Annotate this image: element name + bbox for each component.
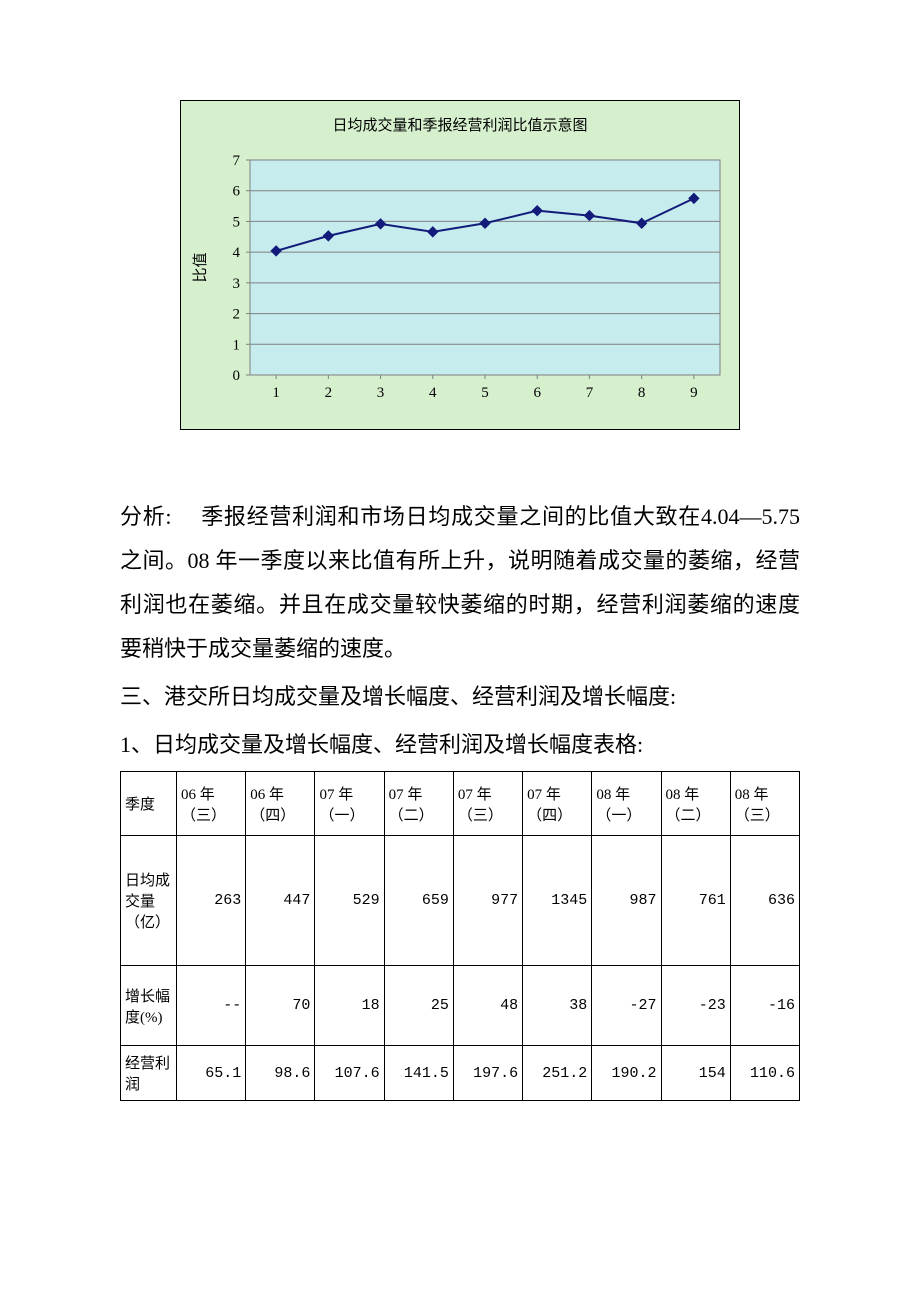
section-3-heading: 三、港交所日均成交量及增长幅度、经营利润及增长幅度: <box>120 675 800 719</box>
svg-text:4: 4 <box>233 245 241 261</box>
table-cell: 154 <box>661 1046 730 1101</box>
table-col-header: 07 年（二） <box>384 772 453 836</box>
svg-text:7: 7 <box>233 153 241 169</box>
svg-text:6: 6 <box>233 184 241 200</box>
table-cell: 98.6 <box>246 1046 315 1101</box>
table-cell: 251.2 <box>523 1046 592 1101</box>
analysis-body: 季报经营利润和市场日均成交量之间的比值大致在4.04—5.75 之间。08 年一… <box>120 504 800 661</box>
svg-text:0: 0 <box>233 368 241 384</box>
table-cell: 141.5 <box>384 1046 453 1101</box>
svg-text:9: 9 <box>690 385 698 401</box>
table-corner: 季度 <box>121 772 177 836</box>
table-row-header: 经营利润 <box>121 1046 177 1101</box>
svg-text:8: 8 <box>638 385 646 401</box>
table-cell: 263 <box>177 836 246 966</box>
table-cell: 977 <box>453 836 522 966</box>
svg-text:1: 1 <box>272 385 280 401</box>
table-cell: 190.2 <box>592 1046 661 1101</box>
table-cell: 529 <box>315 836 384 966</box>
table-row-header: 增长幅度(%) <box>121 966 177 1046</box>
svg-text:2: 2 <box>325 385 333 401</box>
table-row-header: 日均成交量（亿） <box>121 836 177 966</box>
svg-text:5: 5 <box>481 385 489 401</box>
table-cell: 65.1 <box>177 1046 246 1101</box>
svg-text:3: 3 <box>377 385 385 401</box>
svg-text:日均成交量和季报经营利润比值示意图: 日均成交量和季报经营利润比值示意图 <box>332 116 587 134</box>
table-col-header: 08 年（一） <box>592 772 661 836</box>
ratio-chart: 日均成交量和季报经营利润比值示意图 0 1 2 3 4 5 6 7 1 2 3 4 5 6 7 8 9 比值 <box>180 100 740 435</box>
svg-text:4: 4 <box>429 385 437 401</box>
table-cell: 107.6 <box>315 1046 384 1101</box>
table-cell: 70 <box>246 966 315 1046</box>
table-row: 经营利润65.198.6107.6141.5197.6251.2190.2154… <box>121 1046 800 1101</box>
analysis-paragraph: 分析: 季报经营利润和市场日均成交量之间的比值大致在4.04—5.75 之间。0… <box>120 495 800 671</box>
table-row: 日均成交量（亿）2634475296599771345987761636 <box>121 836 800 966</box>
svg-text:1: 1 <box>233 337 241 353</box>
svg-text:2: 2 <box>233 307 241 323</box>
table-cell: 1345 <box>523 836 592 966</box>
table-cell: -27 <box>592 966 661 1046</box>
growth-table: 季度06 年（三）06 年（四）07 年（一）07 年（二）07 年（三）07 … <box>120 771 800 1101</box>
table-cell: 48 <box>453 966 522 1046</box>
ratio-chart-svg: 日均成交量和季报经营利润比值示意图 0 1 2 3 4 5 6 7 1 2 3 4 5 6 7 8 9 比值 <box>180 100 740 430</box>
table-cell: 18 <box>315 966 384 1046</box>
analysis-label: 分析: <box>120 504 172 529</box>
table-cell: 25 <box>384 966 453 1046</box>
table-col-header: 07 年（三） <box>453 772 522 836</box>
table-col-header: 07 年（一） <box>315 772 384 836</box>
table-cell: 38 <box>523 966 592 1046</box>
table-col-header: 08 年（三） <box>730 772 799 836</box>
table-cell: -23 <box>661 966 730 1046</box>
table-col-header: 08 年（二） <box>661 772 730 836</box>
table-cell: -16 <box>730 966 799 1046</box>
table-col-header: 06 年（四） <box>246 772 315 836</box>
table-cell: 761 <box>661 836 730 966</box>
table-cell: 987 <box>592 836 661 966</box>
svg-text:3: 3 <box>233 276 241 292</box>
svg-text:7: 7 <box>586 385 594 401</box>
table-cell: -- <box>177 966 246 1046</box>
svg-text:比值: 比值 <box>192 252 209 282</box>
table-cell: 659 <box>384 836 453 966</box>
table-col-header: 07 年（四） <box>523 772 592 836</box>
svg-text:5: 5 <box>233 214 241 230</box>
table-col-header: 06 年（三） <box>177 772 246 836</box>
table-cell: 636 <box>730 836 799 966</box>
section-3-1-heading: 1、日均成交量及增长幅度、经营利润及增长幅度表格: <box>120 723 800 767</box>
table-cell: 197.6 <box>453 1046 522 1101</box>
table-cell: 110.6 <box>730 1046 799 1101</box>
table-row: 增长幅度(%)--7018254838-27-23-16 <box>121 966 800 1046</box>
table-cell: 447 <box>246 836 315 966</box>
svg-text:6: 6 <box>533 385 541 401</box>
